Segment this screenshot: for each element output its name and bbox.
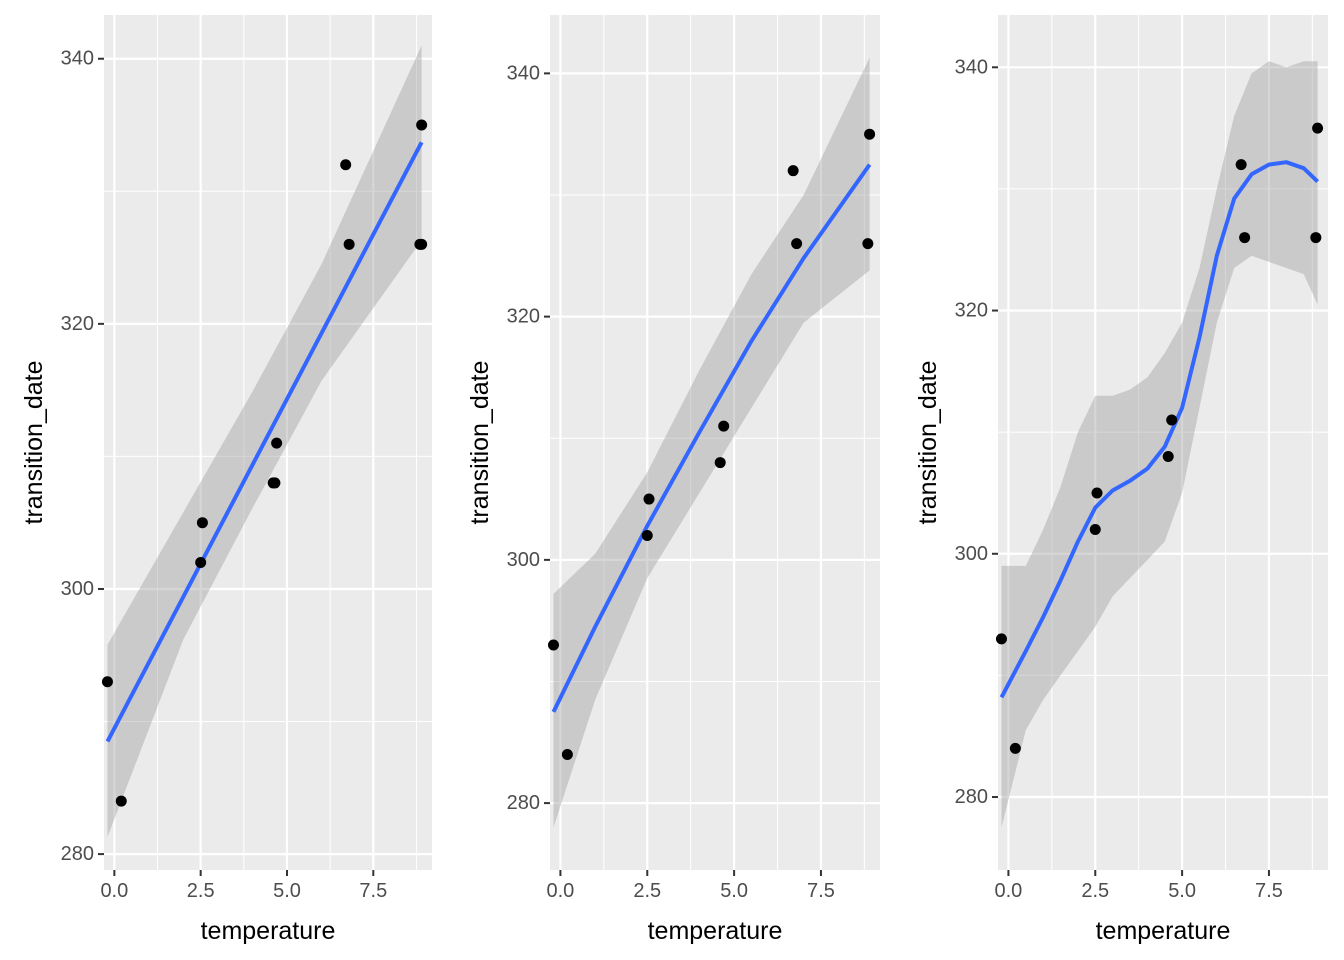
data-point	[1239, 232, 1251, 244]
x-axis-title: temperature	[648, 917, 783, 945]
data-point	[714, 457, 726, 469]
y-tick-label: 320	[507, 306, 540, 328]
data-point	[643, 493, 655, 505]
data-point	[791, 238, 803, 250]
data-point	[416, 119, 428, 131]
data-point	[1166, 414, 1178, 426]
data-point	[416, 238, 428, 250]
data-point	[641, 530, 653, 542]
panel-1: 280 300 320 340 0.0 2.5 5.0 7.5 temperature trans…	[20, 15, 432, 945]
data-point	[1312, 122, 1324, 134]
plot-background	[550, 15, 880, 870]
y-tick-label: 320	[955, 300, 988, 322]
x-tick-label: 5.0	[273, 880, 301, 902]
y-tick-label: 300	[955, 543, 988, 565]
x-tick-label: 2.5	[1081, 880, 1109, 902]
x-tick-label: 0.0	[100, 880, 128, 902]
x-tick-label: 2.5	[187, 880, 215, 902]
y-tick-label: 300	[507, 549, 540, 571]
data-point	[271, 437, 283, 449]
plot-background	[998, 15, 1328, 870]
data-point	[195, 556, 207, 568]
confidence-band	[1001, 61, 1318, 828]
panel-3: 280 300 320 340 0.0 2.5 5.0 7.5 temperature trans…	[914, 15, 1328, 945]
x-tick-label: 0.0	[995, 880, 1023, 902]
y-axis-title: transition_date	[914, 360, 942, 524]
y-tick-label: 340	[507, 62, 540, 84]
fit-line	[999, 160, 1319, 699]
y-tick-label: 280	[507, 792, 540, 814]
data-point	[1235, 159, 1247, 171]
data-point	[862, 238, 874, 250]
fit-line	[105, 141, 424, 743]
y-tick-label: 280	[955, 786, 988, 808]
y-tick-label: 280	[61, 843, 94, 865]
x-tick-label: 7.5	[359, 880, 387, 902]
data-point	[269, 477, 281, 489]
y-axis-title: transition_date	[466, 360, 494, 524]
data-point	[995, 633, 1007, 645]
y-tick-label: 320	[61, 313, 94, 335]
x-axis-title: temperature	[1096, 917, 1231, 945]
x-tick-label: 7.5	[1255, 880, 1283, 902]
x-tick-label: 7.5	[807, 880, 835, 902]
x-tick-label: 2.5	[633, 880, 661, 902]
x-axis-title: temperature	[201, 917, 336, 945]
data-point	[343, 238, 355, 250]
x-tick-label: 0.0	[547, 880, 575, 902]
y-tick-label: 340	[61, 48, 94, 70]
y-axis-title: transition_date	[20, 360, 48, 524]
confidence-band	[553, 57, 870, 828]
data-point	[196, 517, 208, 529]
y-tick-label: 300	[61, 578, 94, 600]
y-tick-label: 340	[955, 56, 988, 78]
data-point	[547, 639, 559, 651]
data-point	[718, 420, 730, 432]
x-tick-label: 5.0	[720, 880, 748, 902]
data-point	[1089, 523, 1101, 535]
panel-2: 280 300 320 340 0.0 2.5 5.0 7.5 temperature trans…	[466, 15, 880, 945]
data-point	[561, 748, 573, 760]
data-point	[101, 676, 113, 688]
data-point	[1162, 450, 1174, 462]
data-point	[115, 795, 127, 807]
data-point	[787, 165, 799, 177]
data-point	[340, 159, 352, 171]
data-point	[1009, 742, 1021, 754]
data-point	[1091, 487, 1103, 499]
data-point	[864, 128, 876, 140]
x-tick-label: 5.0	[1168, 880, 1196, 902]
data-point	[1310, 232, 1322, 244]
plot-background	[104, 15, 432, 870]
fit-line	[551, 163, 872, 713]
